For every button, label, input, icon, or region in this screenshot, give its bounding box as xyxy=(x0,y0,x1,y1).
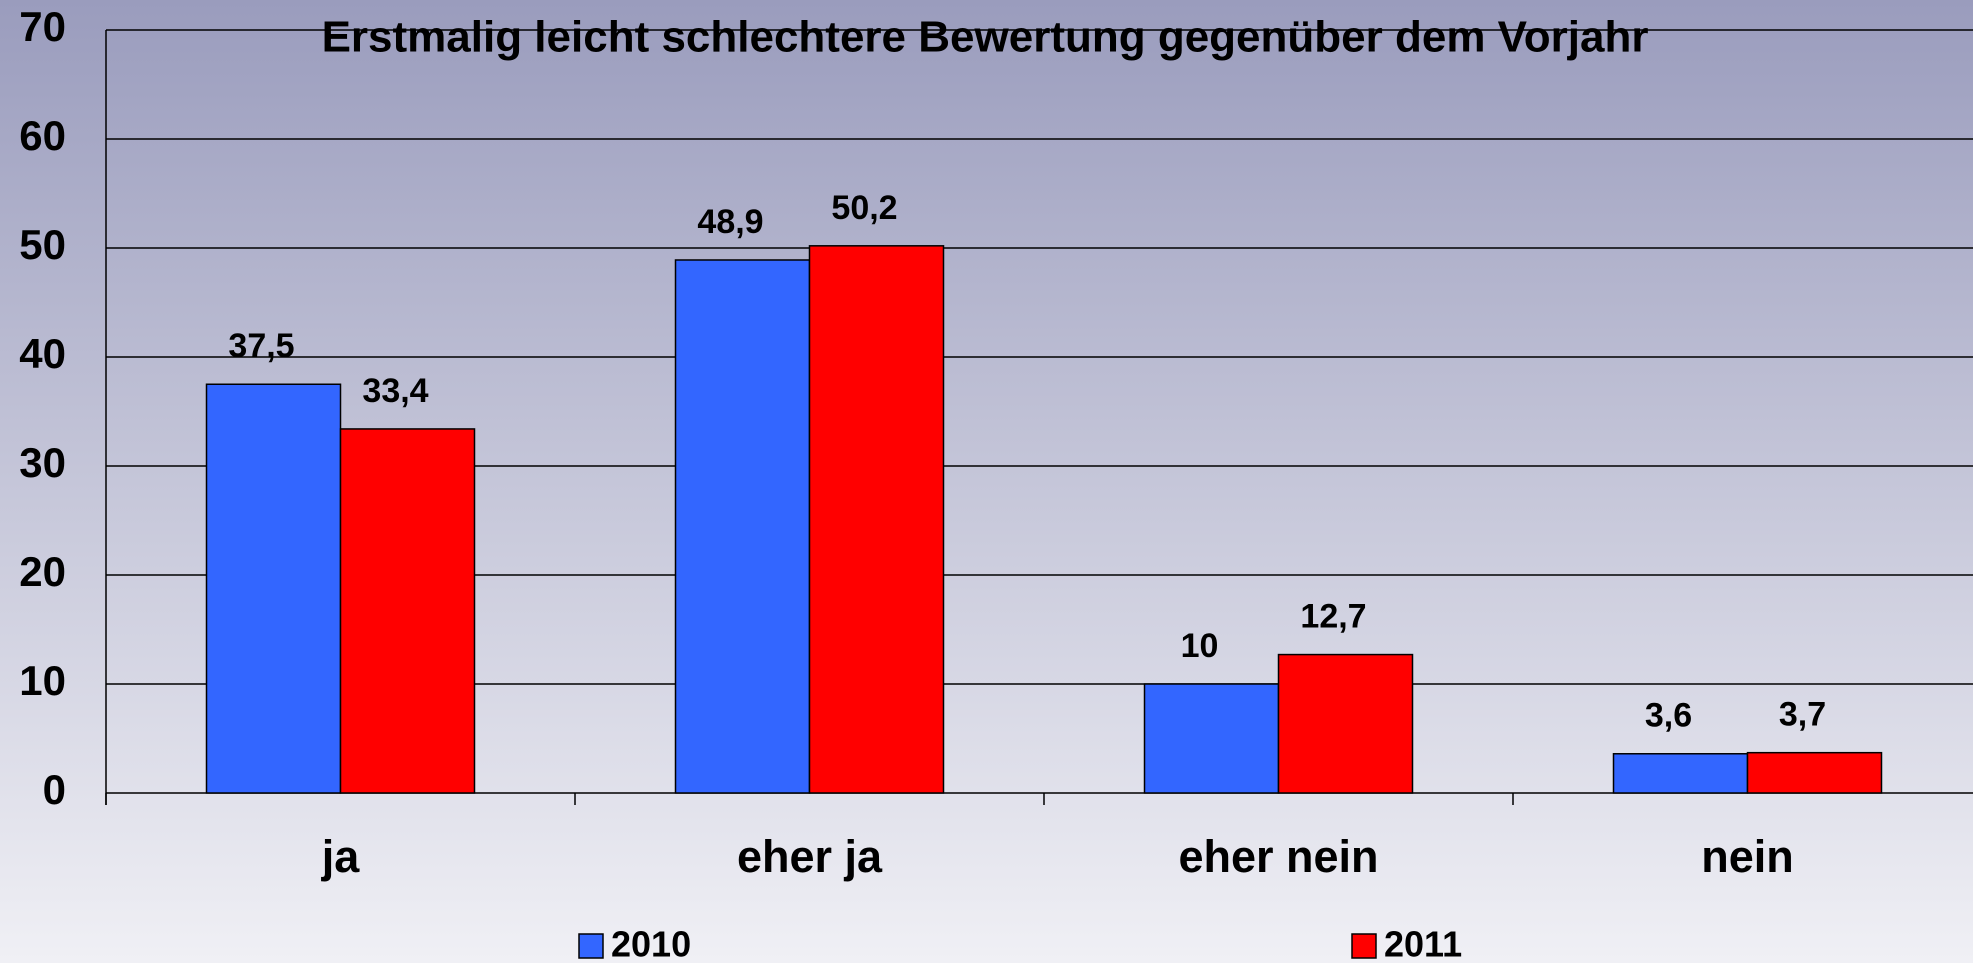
legend-label: 2011 xyxy=(1384,924,1462,963)
bar xyxy=(1143,683,1280,794)
bar xyxy=(1277,653,1414,794)
bar xyxy=(339,428,476,794)
y-tick-label: 0 xyxy=(43,766,66,813)
legend-label: 2010 xyxy=(611,924,691,963)
x-tick-label: ja xyxy=(321,831,361,882)
x-tick-label: nein xyxy=(1701,831,1794,882)
data-label: 50,2 xyxy=(831,189,897,227)
y-tick-label: 20 xyxy=(19,548,66,595)
data-label: 3,7 xyxy=(1779,696,1826,734)
bar xyxy=(1746,751,1883,794)
y-tick-label: 60 xyxy=(19,112,66,159)
bar xyxy=(1612,753,1749,794)
x-tick-label: eher nein xyxy=(1178,831,1378,882)
legend-swatch xyxy=(578,933,604,959)
y-tick-label: 30 xyxy=(19,439,66,486)
bar xyxy=(205,383,342,794)
data-label: 12,7 xyxy=(1300,598,1366,636)
y-tick-label: 70 xyxy=(19,3,66,50)
bar xyxy=(674,259,811,794)
data-label: 10 xyxy=(1181,627,1219,665)
y-tick-label: 40 xyxy=(19,330,66,377)
legend-swatch xyxy=(1351,933,1377,959)
y-tick-label: 10 xyxy=(19,657,66,704)
data-label: 33,4 xyxy=(362,372,428,410)
data-label: 37,5 xyxy=(228,327,294,365)
x-tick-label: eher ja xyxy=(737,831,883,882)
data-label: 48,9 xyxy=(697,203,763,241)
bar xyxy=(808,245,945,794)
data-label: 3,6 xyxy=(1645,697,1692,735)
chart-title: Erstmalig leicht schlechtere Bewertung g… xyxy=(322,13,1649,62)
y-tick-label: 50 xyxy=(19,221,66,268)
